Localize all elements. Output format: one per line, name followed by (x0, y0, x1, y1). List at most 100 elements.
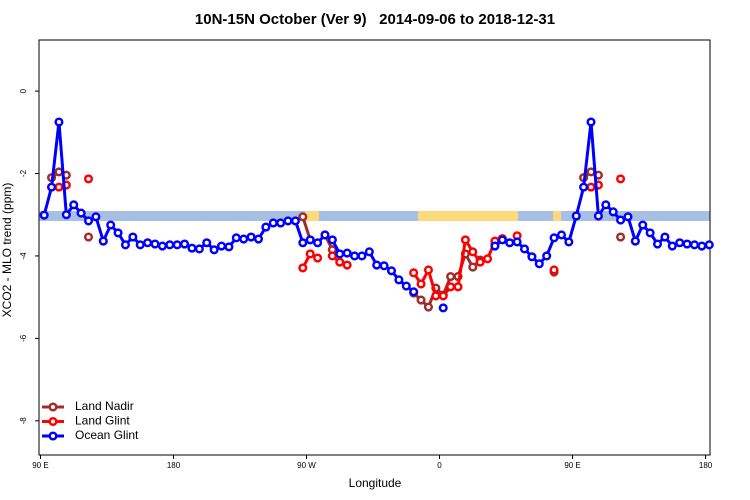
data-point (505, 238, 515, 248)
ocean-band (39, 211, 710, 221)
legend-marker (48, 416, 58, 427)
data-point (446, 272, 456, 282)
data-point (172, 240, 182, 250)
data-point (556, 230, 567, 240)
data-point (91, 212, 101, 222)
data-point (342, 260, 352, 270)
legend-marker (48, 431, 58, 441)
series-line (59, 179, 621, 296)
data-point (327, 251, 337, 261)
y-tick-label: -2 (19, 169, 28, 177)
data-point (616, 174, 626, 184)
data-point (475, 257, 485, 267)
data-point (47, 182, 57, 192)
data-point (423, 265, 433, 275)
data-point (320, 230, 330, 240)
y-tick-label: 0 (19, 88, 28, 93)
x-axis-label: Longitude (349, 476, 402, 490)
data-point (180, 239, 190, 249)
data-point (283, 216, 293, 226)
data-point (512, 237, 522, 247)
data-point (268, 218, 278, 228)
data-point (261, 222, 271, 232)
data-point (438, 291, 448, 301)
y-tick-label: -6 (19, 334, 28, 342)
data-point (276, 218, 286, 228)
data-point (623, 212, 633, 222)
data-point (416, 295, 426, 305)
land-ocean-band (39, 211, 710, 221)
x-tick-label: 90 E (32, 461, 48, 470)
data-point (438, 303, 448, 313)
data-point (571, 211, 581, 221)
data-point (667, 241, 677, 251)
data-point (120, 240, 131, 250)
data-point (305, 235, 315, 245)
data-point (593, 211, 603, 221)
x-tick-label: 180 (167, 461, 181, 470)
data-point (616, 232, 626, 242)
data-point (564, 237, 574, 247)
land-band (305, 211, 319, 221)
data-point (689, 240, 700, 250)
data-point (327, 235, 337, 245)
x-tick-label: 0 (437, 461, 442, 470)
data-point (460, 235, 470, 245)
data-point (542, 251, 552, 261)
data-point (549, 233, 559, 243)
data-point (342, 248, 352, 258)
data-point (682, 239, 692, 249)
data-point (652, 239, 663, 249)
data-point (298, 238, 308, 248)
data-point (83, 232, 94, 242)
data-point (379, 261, 389, 271)
x-tick-label: 90 E (564, 461, 580, 470)
data-point (675, 238, 685, 248)
data-point (409, 268, 419, 278)
data-point (401, 281, 411, 291)
data-point (69, 200, 79, 210)
data-point (483, 254, 493, 264)
y-axis-label: XCO2 - MLO trend (ppm) (0, 183, 14, 318)
data-point (704, 240, 714, 250)
data-point (39, 210, 49, 220)
data-point (579, 182, 589, 192)
data-point (194, 244, 204, 254)
data-point (290, 216, 300, 226)
data-point (231, 233, 241, 243)
data-point (216, 241, 227, 251)
data-point (335, 257, 345, 267)
legend-marker (48, 402, 58, 412)
land-band (553, 211, 561, 221)
data-point (298, 263, 308, 273)
data-point (76, 208, 86, 218)
data-point (608, 207, 618, 217)
data-point (630, 236, 640, 246)
data-point (364, 247, 374, 257)
data-point (165, 240, 175, 250)
data-point (660, 232, 670, 242)
data-point (468, 247, 478, 257)
data-point (349, 251, 360, 261)
data-point (246, 232, 256, 242)
data-point (83, 174, 94, 184)
data-point (586, 117, 596, 127)
data-point (416, 279, 426, 289)
data-point (519, 244, 530, 254)
data-point (113, 228, 123, 238)
data-point (453, 282, 463, 292)
data-point (106, 220, 116, 230)
data-point (128, 232, 138, 242)
data-point (83, 216, 94, 226)
data-point (372, 260, 382, 270)
data-point (54, 117, 64, 127)
data-point (298, 212, 308, 222)
data-point (468, 262, 478, 272)
data-point (135, 240, 145, 250)
data-point (54, 182, 64, 192)
data-point (423, 302, 433, 312)
data-point (697, 241, 707, 251)
data-point (638, 220, 648, 230)
